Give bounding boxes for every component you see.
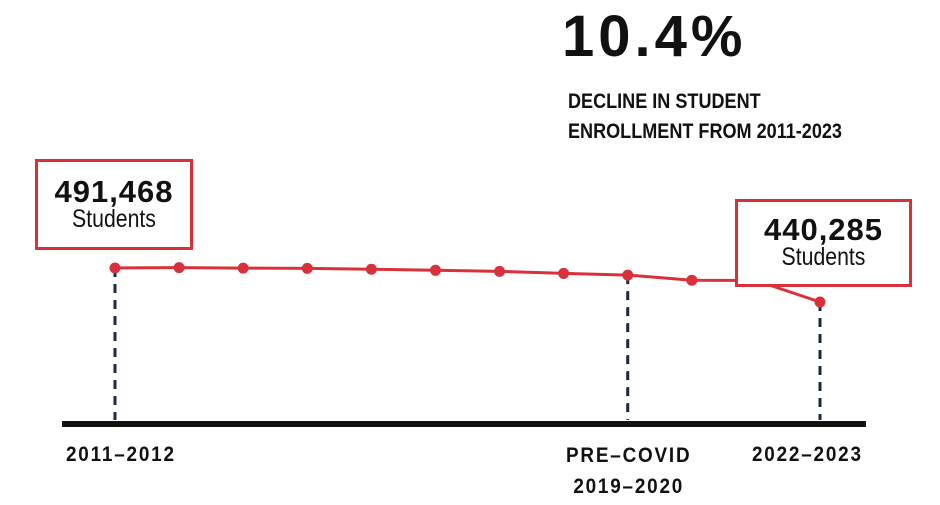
start-value: 491,468: [54, 174, 174, 209]
headline-caption-line2: ENROLLMENT FROM 2011-2023: [568, 120, 842, 143]
x-tick-label-precovid-line1: PRE–COVID: [566, 444, 692, 467]
start-unit: Students: [72, 205, 156, 233]
data-point: [173, 262, 185, 274]
data-point: [301, 262, 313, 274]
data-point: [109, 262, 121, 274]
data-point: [237, 262, 249, 274]
x-tick-label-end: 2022–2023: [752, 443, 863, 466]
headline-caption-line1: DECLINE IN STUDENT: [568, 90, 761, 113]
data-points: [109, 262, 826, 308]
headline-value: 10.4%: [562, 4, 747, 69]
data-point: [365, 263, 377, 275]
data-point: [494, 265, 506, 277]
data-point: [622, 269, 634, 281]
guide-lines: [113, 268, 822, 420]
data-point: [814, 296, 826, 308]
series-line: [114, 266, 821, 304]
data-point: [686, 274, 698, 286]
start-value-callout: 491,468 Students: [35, 159, 193, 250]
end-unit: Students: [781, 243, 866, 271]
end-value-callout: 440,285 Students: [735, 199, 912, 287]
x-tick-label-precovid: PRE–COVID 2019–2020: [566, 440, 691, 502]
x-tick-label-start: 2011–2012: [66, 443, 176, 466]
data-point: [429, 264, 441, 276]
end-value: 440,285: [763, 212, 884, 247]
headline-caption: DECLINE IN STUDENT ENROLLMENT FROM 2011-…: [568, 87, 842, 147]
x-tick-label-precovid-line2: 2019–2020: [573, 475, 685, 498]
data-point: [558, 267, 570, 279]
